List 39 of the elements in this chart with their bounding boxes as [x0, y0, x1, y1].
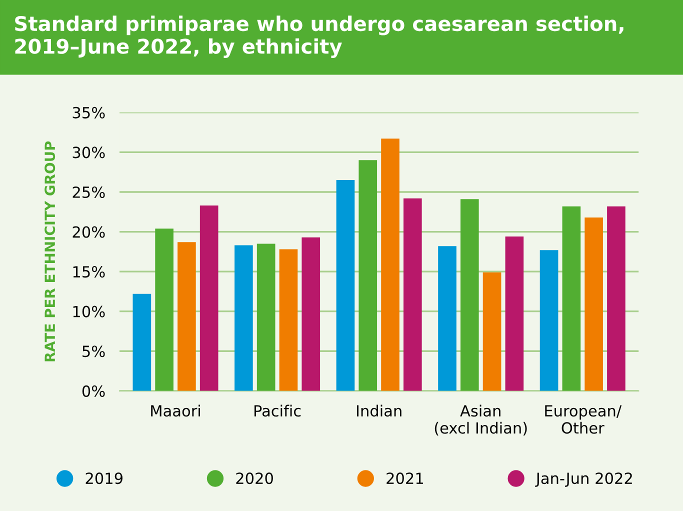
y-tick-label: 35%	[72, 106, 105, 118]
y-tick-label: 30%	[72, 146, 105, 158]
bar	[234, 245, 253, 391]
bar	[562, 206, 581, 391]
legend-label: 2019	[86, 472, 122, 484]
bar	[132, 294, 152, 391]
bar	[540, 250, 558, 391]
chart-title: Standard primiparae who undergo caesarean section, 2019–June 2022, by ethnicity	[15, 16, 624, 58]
bar	[460, 199, 479, 391]
y-tick-label: 0%	[82, 385, 105, 397]
bar	[381, 138, 400, 391]
y-tick-label: 15%	[73, 266, 105, 278]
bar	[607, 206, 626, 391]
bar	[505, 236, 524, 391]
x-tick-label: Indian	[356, 404, 402, 417]
bar	[155, 228, 174, 391]
y-tick-label: 5%	[82, 346, 105, 358]
x-tick-label: Asian (excl Indian)	[434, 404, 527, 436]
y-tick-label: 20%	[72, 226, 105, 238]
bar	[279, 249, 298, 391]
bar	[438, 246, 456, 391]
bar	[336, 180, 355, 391]
bar	[256, 244, 276, 391]
bar	[584, 217, 603, 391]
bar	[302, 237, 320, 391]
legend-label: 2021	[386, 472, 423, 484]
x-tick-label: Pacific	[254, 404, 301, 417]
bar	[358, 160, 378, 391]
legend-label: 2020	[236, 472, 273, 484]
bar	[403, 198, 422, 391]
x-tick-label: European/ Other	[545, 405, 622, 434]
y-tick-label: 25%	[72, 186, 105, 198]
bar	[178, 242, 196, 391]
y-axis-title: RATE PER ETHNICITY GROUP	[44, 141, 56, 362]
x-tick-label: Maaori	[151, 404, 200, 417]
legend-label: Jan-Jun 2022	[535, 472, 632, 487]
bar	[482, 272, 502, 391]
y-tick-label: 10%	[73, 306, 105, 318]
bar	[200, 206, 218, 391]
